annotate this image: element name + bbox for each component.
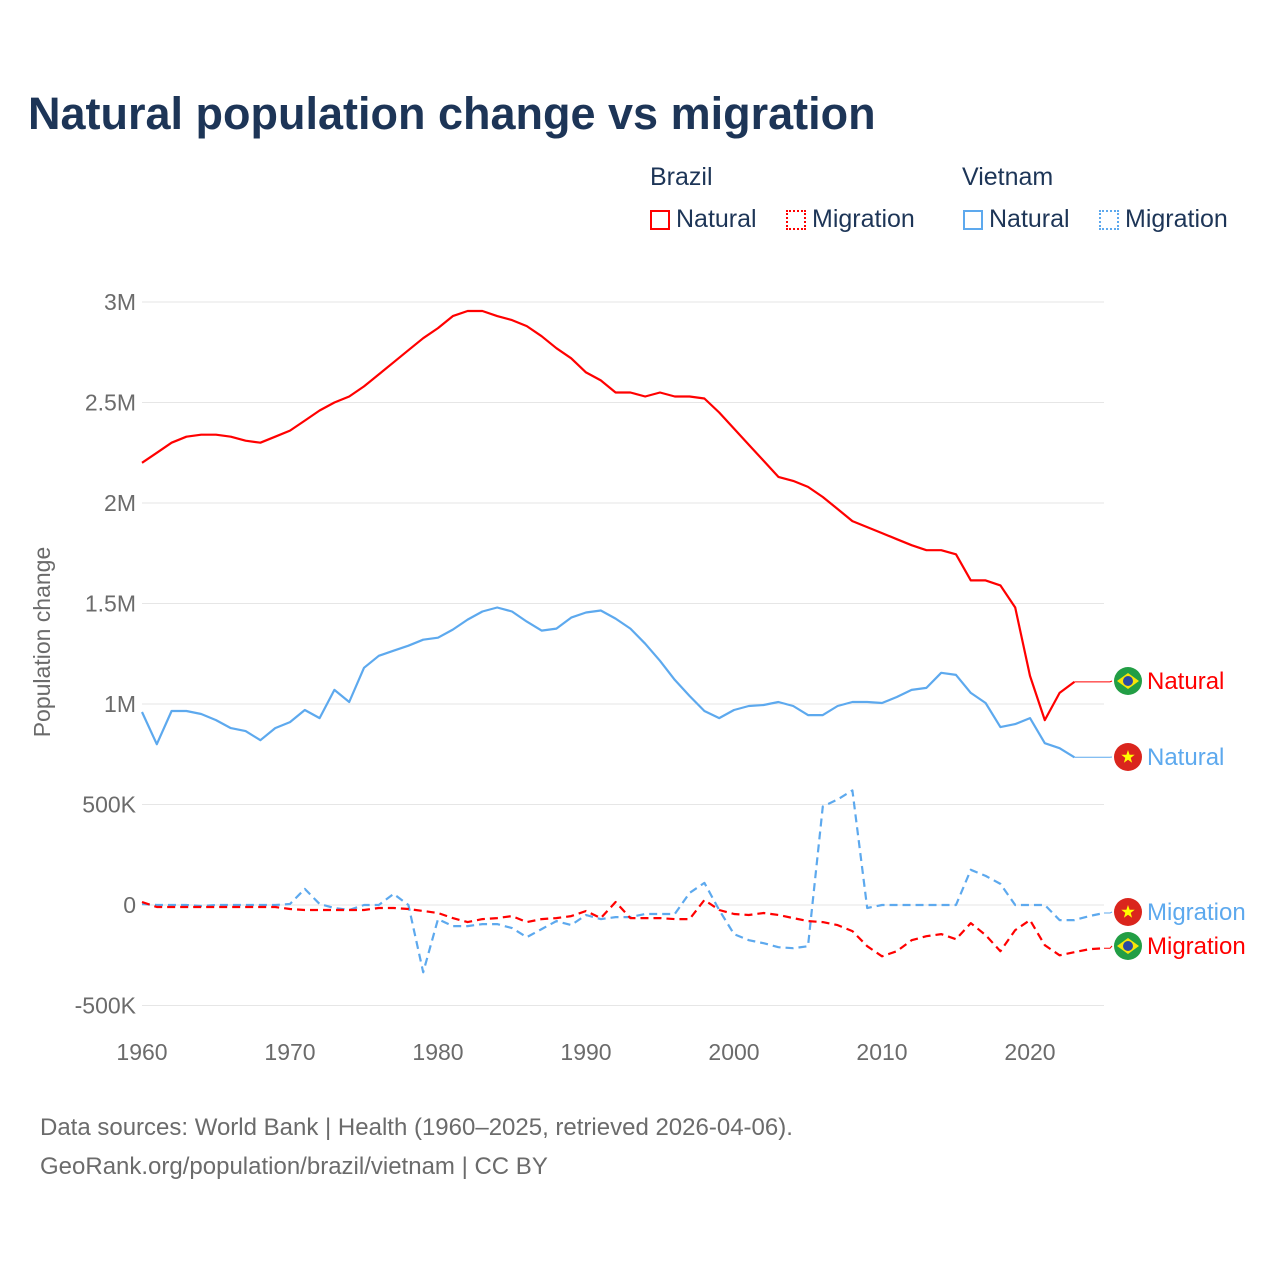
y-tick-label: 0 <box>123 892 136 918</box>
brazil-flag-globe <box>1123 676 1133 686</box>
legend-swatch-solid-blue <box>963 209 983 230</box>
label-connector <box>1104 945 1113 949</box>
x-tick-label: 1980 <box>412 1039 463 1065</box>
x-tick-label: 2020 <box>1004 1039 1055 1065</box>
vietnam-flag-star <box>1121 905 1135 918</box>
legend-label: Natural <box>989 205 1070 233</box>
y-tick-label: 1.5M <box>85 591 136 617</box>
series-end-label: Natural <box>1147 744 1224 771</box>
legend-vietnam-migration[interactable]: Migration <box>1099 205 1228 234</box>
brazil-flag-globe <box>1123 941 1133 951</box>
y-axis-label: Population change <box>29 547 55 738</box>
series-end-label: Migration <box>1147 899 1246 926</box>
chart-title: Natural population change vs migration <box>28 88 876 139</box>
y-tick-label: 3M <box>104 289 136 315</box>
label-connector <box>1074 680 1113 683</box>
series-line-vietnam-natural <box>141 606 1075 759</box>
legend-brazil-migration[interactable]: Migration <box>786 205 915 234</box>
footer-link[interactable]: GeoRank.org/population/brazil/vietnam | … <box>40 1153 548 1180</box>
legend-vietnam-natural[interactable]: Natural <box>963 205 1070 234</box>
footer-source: Data sources: World Bank | Health (1960–… <box>40 1114 793 1141</box>
legend-group-vietnam: Vietnam <box>962 163 1054 191</box>
vietnam-flag-star <box>1121 750 1135 763</box>
legend-label: Migration <box>1125 205 1228 233</box>
legend-label: Natural <box>676 205 757 233</box>
y-tick-label: 2.5M <box>85 390 136 416</box>
y-tick-label: 2M <box>104 490 136 516</box>
series-line-vietnam-migration <box>141 789 1105 974</box>
legend-group-brazil: Brazil <box>650 163 713 191</box>
footer: Data sources: World Bank | Health (1960–… <box>40 1108 793 1186</box>
legend-label: Migration <box>812 205 915 233</box>
legend-swatch-solid-red <box>650 209 670 230</box>
x-tick-label: 2000 <box>708 1039 759 1065</box>
legend-swatch-dotted-blue <box>1099 209 1119 230</box>
y-tick-label: 1M <box>104 691 136 717</box>
x-tick-label: 2010 <box>856 1039 907 1065</box>
series-end-label: Natural <box>1147 668 1224 695</box>
label-connector <box>1104 911 1113 914</box>
series-line-brazil-migration <box>141 898 1105 958</box>
x-tick-label: 1960 <box>116 1039 167 1065</box>
series-end-label: Migration <box>1147 933 1246 960</box>
x-tick-label: 1990 <box>560 1039 611 1065</box>
y-tick-label: 500K <box>82 792 136 818</box>
y-tick-label: -500K <box>75 993 137 1019</box>
series-line-brazil-natural <box>141 309 1076 722</box>
legend-brazil-natural[interactable]: Natural <box>650 205 757 234</box>
legend-swatch-dotted-red <box>786 209 806 230</box>
x-tick-label: 1970 <box>264 1039 315 1065</box>
